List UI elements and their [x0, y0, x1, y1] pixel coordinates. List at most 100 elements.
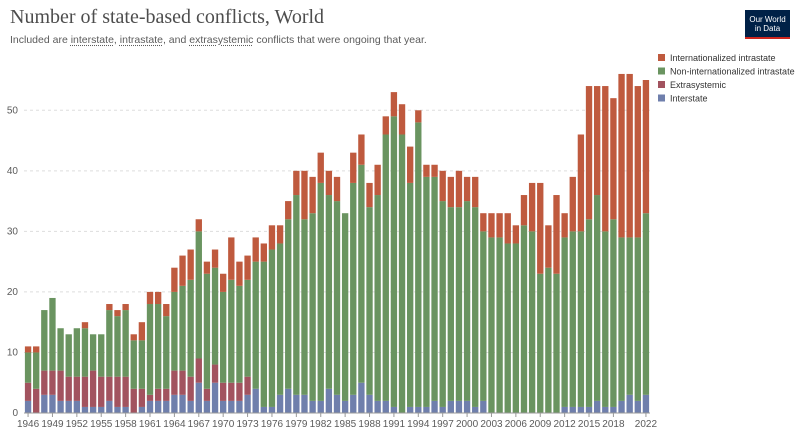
- bar-segment[interactable]: [504, 243, 511, 413]
- bar-segment[interactable]: [187, 376, 194, 401]
- bar-segment[interactable]: [179, 255, 186, 286]
- bar-segment[interactable]: [317, 400, 324, 413]
- bar-segment[interactable]: [163, 388, 170, 401]
- bar-segment[interactable]: [374, 195, 381, 401]
- bar-segment[interactable]: [545, 267, 552, 413]
- bar-segment[interactable]: [398, 134, 406, 413]
- bar-segment[interactable]: [390, 116, 398, 407]
- bar-segment[interactable]: [81, 328, 89, 377]
- bar-segment[interactable]: [154, 400, 162, 413]
- bar-segment[interactable]: [439, 201, 446, 407]
- bar-segment[interactable]: [24, 346, 32, 353]
- bar-segment[interactable]: [602, 231, 609, 407]
- bar-segment[interactable]: [309, 176, 316, 214]
- bar-segment[interactable]: [154, 388, 162, 401]
- bar-segment[interactable]: [138, 406, 146, 413]
- bar-segment[interactable]: [301, 170, 308, 220]
- bar-segment[interactable]: [228, 382, 235, 401]
- bar-segment[interactable]: [154, 291, 162, 305]
- bar-segment[interactable]: [163, 316, 170, 389]
- bar-segment[interactable]: [138, 388, 146, 407]
- bar-segment[interactable]: [577, 406, 585, 413]
- bar-segment[interactable]: [195, 231, 202, 359]
- bar-segment[interactable]: [276, 225, 284, 244]
- bar-segment[interactable]: [488, 213, 495, 238]
- bar-segment[interactable]: [276, 394, 284, 413]
- bar-segment[interactable]: [431, 400, 438, 413]
- bar-segment[interactable]: [57, 400, 64, 413]
- bar-segment[interactable]: [455, 400, 463, 413]
- bar-segment[interactable]: [203, 400, 211, 413]
- bar-segment[interactable]: [195, 219, 202, 232]
- bar-segment[interactable]: [106, 304, 113, 311]
- bar-segment[interactable]: [333, 201, 341, 395]
- bar-segment[interactable]: [472, 207, 479, 407]
- bar-segment[interactable]: [285, 388, 292, 413]
- bar-segment[interactable]: [577, 134, 585, 232]
- bar-segment[interactable]: [593, 86, 601, 196]
- bar-segment[interactable]: [89, 406, 97, 413]
- bar-segment[interactable]: [301, 219, 308, 395]
- bar-segment[interactable]: [561, 213, 568, 238]
- legend-swatch[interactable]: [658, 81, 665, 88]
- bar-segment[interactable]: [41, 310, 48, 371]
- bar-segment[interactable]: [569, 406, 576, 413]
- bar-segment[interactable]: [220, 400, 227, 413]
- bar-segment[interactable]: [317, 182, 324, 401]
- bar-segment[interactable]: [561, 237, 568, 407]
- bar-segment[interactable]: [480, 231, 487, 401]
- bar-segment[interactable]: [73, 328, 81, 377]
- bar-segment[interactable]: [24, 382, 32, 401]
- bar-segment[interactable]: [146, 291, 154, 305]
- bar-segment[interactable]: [285, 219, 292, 389]
- bar-segment[interactable]: [463, 201, 471, 401]
- legend-swatch[interactable]: [658, 67, 665, 75]
- bar-segment[interactable]: [49, 297, 56, 371]
- bar-segment[interactable]: [293, 195, 300, 395]
- bar-segment[interactable]: [447, 207, 454, 401]
- bar-segment[interactable]: [463, 176, 471, 202]
- bar-segment[interactable]: [520, 225, 528, 413]
- bar-segment[interactable]: [333, 394, 341, 413]
- bar-segment[interactable]: [252, 237, 259, 262]
- bar-segment[interactable]: [244, 376, 251, 395]
- bar-segment[interactable]: [642, 213, 650, 395]
- bar-segment[interactable]: [73, 376, 81, 401]
- interstate-link[interactable]: interstate: [70, 34, 114, 46]
- bar-segment[interactable]: [98, 406, 105, 413]
- bar-segment[interactable]: [358, 382, 365, 413]
- bar-segment[interactable]: [98, 376, 105, 407]
- bar-segment[interactable]: [512, 243, 520, 413]
- bar-segment[interactable]: [553, 195, 560, 274]
- bar-segment[interactable]: [569, 231, 576, 407]
- intrastate-link[interactable]: intrastate: [119, 34, 163, 46]
- bar-segment[interactable]: [211, 382, 219, 413]
- bar-segment[interactable]: [252, 388, 259, 413]
- bar-segment[interactable]: [472, 406, 479, 413]
- bar-segment[interactable]: [463, 400, 471, 413]
- bar-segment[interactable]: [203, 388, 211, 401]
- bar-segment[interactable]: [472, 176, 479, 208]
- bar-segment[interactable]: [634, 400, 641, 413]
- bar-segment[interactable]: [195, 382, 202, 413]
- bar-segment[interactable]: [593, 400, 601, 413]
- bar-segment[interactable]: [585, 219, 593, 407]
- bar-segment[interactable]: [24, 352, 32, 383]
- bar-segment[interactable]: [220, 291, 227, 383]
- bar-segment[interactable]: [211, 267, 219, 365]
- bar-segment[interactable]: [455, 170, 463, 208]
- bar-segment[interactable]: [553, 273, 560, 413]
- bar-segment[interactable]: [89, 370, 97, 407]
- bar-segment[interactable]: [431, 164, 438, 177]
- bar-segment[interactable]: [114, 376, 121, 407]
- bar-segment[interactable]: [528, 182, 536, 232]
- bar-segment[interactable]: [81, 406, 89, 413]
- bar-segment[interactable]: [618, 400, 625, 413]
- bar-segment[interactable]: [130, 340, 137, 389]
- bar-segment[interactable]: [366, 182, 373, 208]
- bar-segment[interactable]: [350, 394, 357, 413]
- bar-segment[interactable]: [350, 152, 357, 183]
- legend-swatch[interactable]: [658, 54, 665, 61]
- bar-segment[interactable]: [447, 400, 454, 413]
- bar-segment[interactable]: [350, 182, 357, 395]
